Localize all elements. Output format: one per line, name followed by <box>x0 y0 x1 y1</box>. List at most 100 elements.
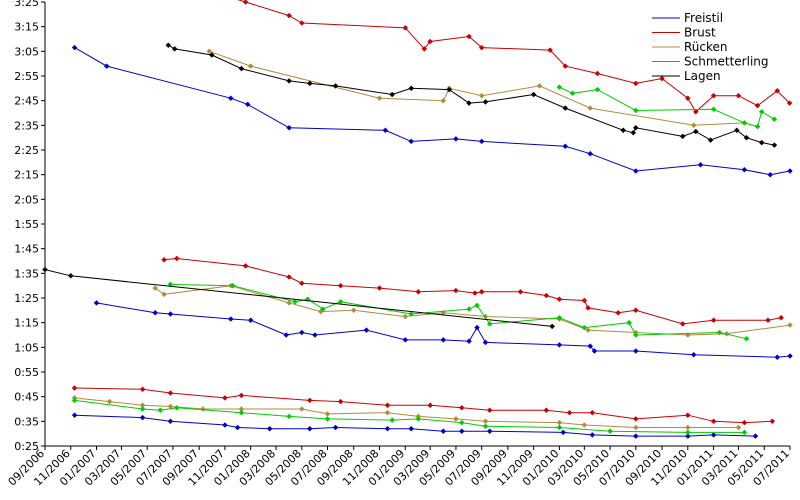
data-point <box>466 306 472 312</box>
data-point <box>556 84 563 90</box>
data-point <box>173 404 180 411</box>
data-point <box>472 290 478 296</box>
data-point <box>626 319 632 326</box>
data-point <box>167 311 174 317</box>
data-point <box>581 422 588 428</box>
legend-label: Lagen <box>684 69 721 83</box>
data-point <box>587 105 594 111</box>
data-point <box>630 129 637 136</box>
data-point <box>384 425 391 432</box>
data-point <box>620 127 627 134</box>
series-line <box>164 257 782 325</box>
data-point <box>298 20 305 26</box>
data-point <box>632 433 639 439</box>
data-point <box>758 108 765 115</box>
y-tick-label: 2:05 <box>14 193 39 206</box>
data-point <box>482 418 489 425</box>
data-point <box>679 321 686 327</box>
series-line <box>168 44 775 146</box>
series-line <box>170 283 747 340</box>
data-point <box>384 409 391 416</box>
data-point <box>167 418 174 425</box>
data-point <box>632 80 639 87</box>
data-point <box>741 419 748 426</box>
data-point <box>71 44 78 51</box>
data-point <box>486 407 493 414</box>
data-point <box>222 422 228 428</box>
data-point <box>478 92 485 99</box>
data-point <box>71 397 78 404</box>
data-point <box>741 429 748 436</box>
data-point <box>286 124 292 131</box>
data-point <box>632 168 639 174</box>
data-point <box>286 413 292 420</box>
data-point <box>230 282 236 289</box>
data-point <box>556 419 563 426</box>
series-line <box>74 414 756 437</box>
data-point <box>298 329 305 336</box>
data-point <box>774 354 781 361</box>
data-point <box>482 99 489 105</box>
data-point <box>607 428 613 435</box>
data-point <box>482 339 489 346</box>
data-point <box>337 398 344 405</box>
data-point <box>408 85 415 92</box>
series-freistil <box>71 44 793 439</box>
data-point <box>632 307 639 314</box>
data-point <box>754 102 761 109</box>
data-point <box>453 136 459 142</box>
data-point <box>152 309 159 316</box>
y-tick-label: 0:55 <box>14 366 39 379</box>
series-line <box>74 397 739 428</box>
data-point <box>517 288 524 295</box>
data-point <box>684 412 691 419</box>
data-point <box>332 83 339 89</box>
data-point <box>242 0 249 5</box>
y-tick-label: 3:25 <box>14 0 39 9</box>
data-point <box>332 424 339 431</box>
data-point <box>716 329 723 336</box>
data-point <box>266 425 273 432</box>
data-point <box>421 46 428 52</box>
data-point <box>778 314 784 321</box>
data-point <box>735 92 742 99</box>
data-point <box>741 166 748 173</box>
data-point <box>787 168 793 174</box>
data-point <box>581 324 588 331</box>
data-point <box>312 332 318 338</box>
data-point <box>774 87 781 94</box>
data-point <box>337 282 344 289</box>
data-point <box>208 52 215 58</box>
data-point <box>474 324 480 331</box>
data-point <box>692 128 699 135</box>
data-point <box>337 298 344 305</box>
data-point <box>458 404 465 411</box>
data-point <box>615 309 621 316</box>
data-point <box>382 127 389 134</box>
data-point <box>690 122 697 129</box>
y-tick-label: 1:15 <box>14 317 39 330</box>
legend-label: Schmetterling <box>684 55 769 69</box>
data-point <box>247 63 254 69</box>
data-point <box>408 138 415 145</box>
data-point <box>581 297 588 304</box>
data-point <box>591 348 598 354</box>
y-tick-label: 1:35 <box>14 267 39 280</box>
data-point <box>536 83 543 89</box>
series-lagen <box>42 42 778 330</box>
data-point <box>242 263 249 269</box>
data-point <box>427 38 434 45</box>
data-point <box>286 300 292 306</box>
data-point <box>482 423 489 430</box>
data-point <box>244 101 251 108</box>
data-point <box>466 338 472 345</box>
data-point <box>560 429 567 436</box>
data-point <box>71 385 78 391</box>
y-tick-label: 2:35 <box>14 119 39 132</box>
data-point <box>754 123 761 130</box>
data-point <box>562 63 569 69</box>
data-point <box>415 416 422 422</box>
data-point <box>569 90 576 97</box>
data-point <box>474 302 480 309</box>
data-point <box>478 44 485 51</box>
